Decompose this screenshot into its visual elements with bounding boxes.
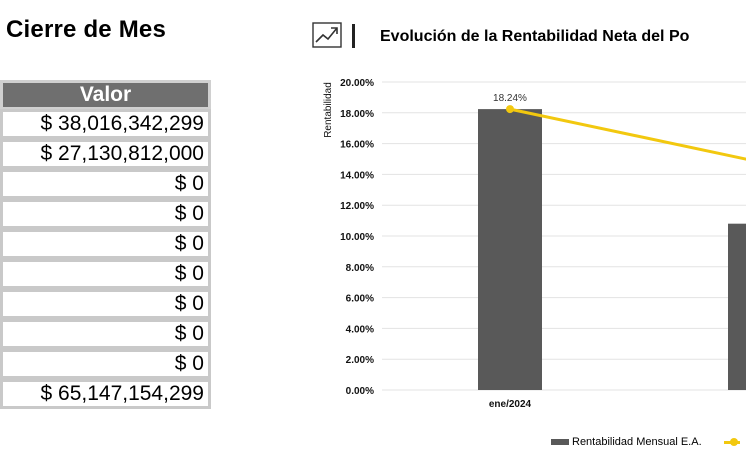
chart-title: Evolución de la Rentabilidad Neta del Po — [380, 28, 690, 45]
y-tick-label: 10.00% — [340, 232, 374, 243]
y-tick-label: 4.00% — [346, 324, 374, 335]
x-tick-label: ene/2024 — [489, 399, 532, 410]
table-row: $ 0 — [0, 319, 211, 349]
y-tick-label: 12.00% — [340, 201, 374, 212]
data-label: 18.24% — [493, 93, 527, 104]
legend-bar-swatch — [551, 439, 569, 445]
bar — [728, 223, 746, 390]
table-row: $ 0 — [0, 229, 211, 259]
trending-up-icon — [312, 22, 342, 48]
y-tick-label: 2.00% — [346, 355, 374, 366]
line-point — [506, 105, 514, 114]
y-tick-label: 8.00% — [346, 263, 374, 274]
table-row: $ 0 — [0, 259, 211, 289]
chart-legend: Rentabilidad Mensual E.A. — [551, 436, 740, 448]
title-divider — [352, 24, 355, 48]
table-row: $ 65,147,154,299 — [0, 379, 211, 409]
table-header-valor: Valor — [0, 80, 211, 110]
y-axis-label: Rentabilidad — [323, 82, 334, 138]
table-row: $ 27,130,812,000 — [0, 139, 211, 169]
legend-bar-label: Rentabilidad Mensual E.A. — [572, 436, 702, 448]
table-row: $ 0 — [0, 289, 211, 319]
y-tick-label: 16.00% — [340, 140, 374, 151]
bar — [478, 109, 542, 390]
table-row: $ 0 — [0, 169, 211, 199]
table-row: $ 38,016,342,299 — [0, 109, 211, 139]
page-title: Cierre de Mes — [6, 16, 167, 43]
y-tick-label: 0.00% — [346, 386, 374, 397]
legend-line-swatch — [723, 437, 740, 446]
y-tick-label: 14.00% — [340, 170, 374, 181]
table-row: $ 0 — [0, 199, 211, 229]
y-tick-label: 18.00% — [340, 109, 374, 120]
y-tick-label: 6.00% — [346, 294, 374, 305]
line-series — [509, 107, 746, 161]
table-row: $ 0 — [0, 349, 211, 379]
y-tick-label: 20.00% — [340, 78, 374, 89]
